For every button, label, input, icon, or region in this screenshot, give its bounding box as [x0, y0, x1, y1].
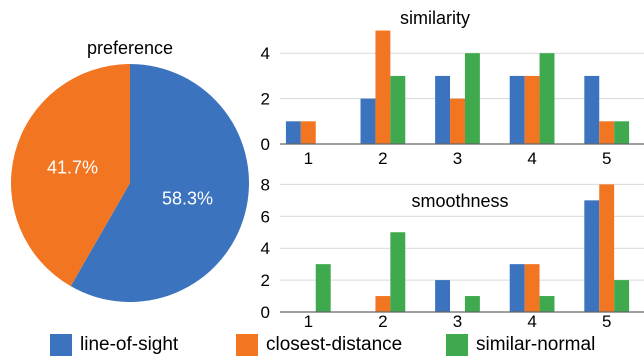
x-tick-label: 4: [527, 149, 536, 168]
bar-line-of-sight: [435, 280, 451, 312]
bar-similar-normal: [315, 264, 331, 312]
bar-closest-distance: [599, 121, 615, 144]
bar-chart-similarity: similarity 0 2 4 1 2 3 4 5: [261, 8, 644, 168]
y-tick-label: 0: [261, 303, 270, 322]
bar-closest-distance: [450, 98, 465, 144]
pie-slice-closest-distance: [10, 64, 130, 287]
x-tick-label: 1: [304, 312, 313, 331]
y-tick-label: 6: [261, 207, 270, 226]
x-tick-label: 2: [378, 312, 387, 331]
smoothness-title: smoothness: [411, 191, 508, 211]
bar-similar-normal: [614, 121, 630, 144]
bar-similar-normal: [539, 53, 555, 144]
bar-closest-distance: [375, 296, 391, 312]
legend-label: closest-distance: [266, 334, 403, 355]
bar-similar-normal: [539, 296, 555, 312]
pie-slice-line-of-sight: [70, 64, 249, 302]
y-tick-label: 2: [261, 271, 270, 290]
bar-closest-distance: [375, 30, 391, 145]
similarity-title: similarity: [400, 8, 470, 28]
x-tick-label: 5: [602, 149, 611, 168]
bar-closest-distance: [524, 264, 540, 312]
bar-line-of-sight: [509, 264, 525, 312]
legend-swatch-line-of-sight: [50, 334, 72, 356]
bar-line-of-sight: [285, 121, 301, 144]
x-tick-label: 2: [378, 149, 387, 168]
legend-label: line-of-sight: [80, 334, 179, 355]
x-tick-label: 3: [453, 312, 462, 331]
bar-similar-normal: [614, 280, 630, 312]
y-tick-label: 4: [261, 44, 270, 63]
bar-closest-distance: [599, 184, 615, 312]
y-tick-label: 2: [261, 90, 270, 109]
y-tick-label: 0: [261, 135, 270, 154]
legend-item-line-of-sight: line-of-sight: [50, 333, 178, 357]
pie-slice-label: 58.3%: [162, 188, 213, 208]
y-tick-label: 8: [261, 175, 270, 194]
legend-swatch-closest-distance: [236, 334, 258, 356]
bar-line-of-sight: [584, 75, 600, 144]
bar-similar-normal: [464, 53, 480, 144]
legend-item-similar-normal: similar-normal: [446, 333, 595, 357]
bar-similar-normal: [464, 296, 480, 312]
bar-chart-smoothness: 0 2 4 6 8 1 2 3 4 5 smoothness: [261, 175, 644, 331]
pie-slice-label: 41.7%: [47, 158, 98, 178]
bar-line-of-sight: [509, 75, 525, 144]
legend-label: similar-normal: [476, 334, 596, 355]
legend-item-closest-distance: closest-distance: [236, 333, 402, 357]
bar-similar-normal: [390, 232, 406, 312]
x-tick-label: 4: [527, 312, 536, 331]
x-tick-label: 3: [453, 149, 462, 168]
x-tick-label: 1: [304, 149, 313, 168]
legend: line-of-sight closest-distance similar-n…: [0, 330, 644, 360]
legend-swatch-similar-normal: [446, 334, 468, 356]
bar-closest-distance: [524, 75, 540, 144]
x-tick-label: 5: [602, 312, 611, 331]
pie-title: preference: [87, 38, 173, 58]
y-tick-label: 4: [261, 239, 270, 258]
pie-chart-preference: preference 58.3% 41.7%: [10, 38, 249, 302]
bar-line-of-sight: [360, 98, 376, 144]
bar-similar-normal: [390, 75, 406, 144]
bar-line-of-sight: [584, 200, 600, 312]
bar-closest-distance: [300, 121, 316, 144]
bar-line-of-sight: [435, 75, 451, 144]
